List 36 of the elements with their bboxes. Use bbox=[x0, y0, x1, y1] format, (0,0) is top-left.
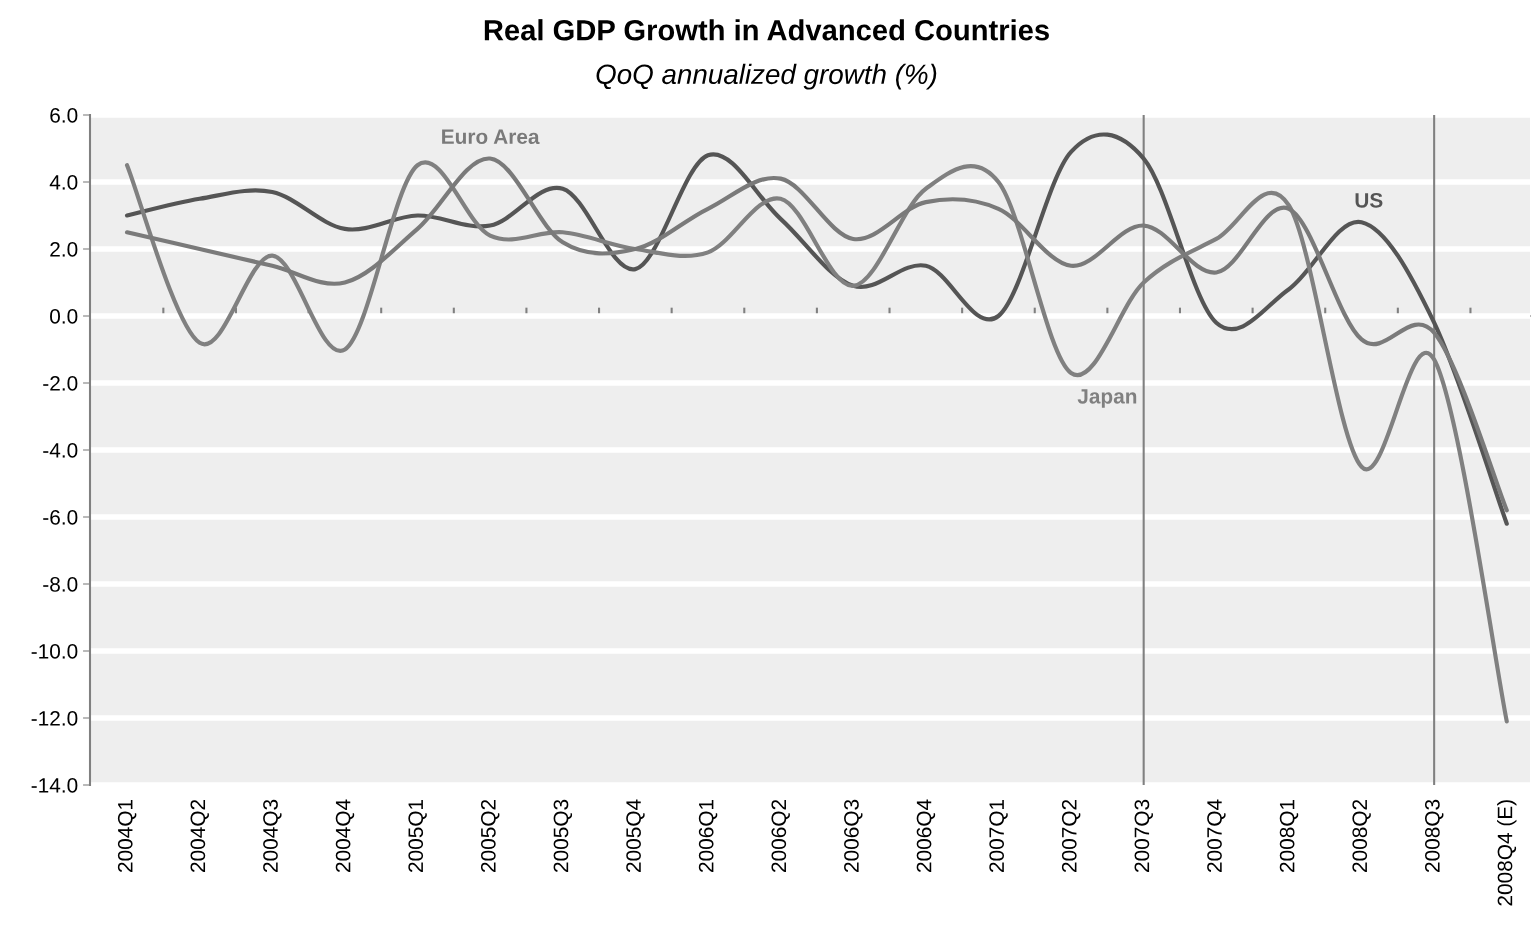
x-tick-label: 2008Q1 bbox=[1279, 799, 1299, 872]
x-tick-label: 2004Q4 bbox=[335, 799, 355, 872]
series-label: US bbox=[1355, 192, 1383, 208]
x-tick-label: 2007Q1 bbox=[989, 799, 1008, 872]
series-label: Japan bbox=[1077, 389, 1137, 408]
y-tick-label: -12.0 bbox=[31, 711, 78, 726]
x-tick-label: 2006Q2 bbox=[771, 799, 790, 872]
y-tick-label: -10.0 bbox=[31, 644, 78, 659]
chart-subtitle: QoQ annualized growth (%) bbox=[596, 63, 937, 90]
y-tick-label: 6.0 bbox=[50, 108, 78, 123]
x-tick-label: 2004Q2 bbox=[190, 799, 209, 872]
y-tick-label: -2.0 bbox=[43, 376, 78, 391]
x-tick-label: 2007Q2 bbox=[1061, 799, 1081, 872]
y-tick-label: -4.0 bbox=[43, 443, 78, 458]
x-tick-label: 2008Q3 bbox=[1424, 799, 1444, 872]
y-tick-label: 0.0 bbox=[50, 309, 78, 324]
x-tick-label: 2004Q1 bbox=[117, 799, 137, 872]
y-tick-label: 4.0 bbox=[49, 175, 78, 190]
y-tick-label: -14.0 bbox=[31, 778, 78, 793]
x-tick-label: 2005Q4 bbox=[626, 799, 645, 872]
y-tick-label: -6.0 bbox=[43, 510, 78, 525]
x-tick-label: 2005Q1 bbox=[408, 799, 427, 872]
x-tick-label: 2006Q3 bbox=[844, 799, 863, 872]
x-tick-label: 2008Q4 (E) bbox=[1497, 800, 1517, 906]
x-tick-label: 2006Q4 bbox=[916, 799, 936, 872]
x-tick-label: 2006Q1 bbox=[698, 799, 718, 872]
y-tick-label: -8.0 bbox=[43, 577, 78, 592]
x-tick-label: 2007Q3 bbox=[1134, 799, 1153, 872]
x-tick-label: 2004Q3 bbox=[263, 799, 282, 872]
x-tick-label: 2008Q2 bbox=[1352, 799, 1371, 872]
x-tick-label: 2007Q4 bbox=[1207, 799, 1226, 872]
x-tick-label: 2005Q3 bbox=[553, 799, 573, 872]
series-label: Euro Area bbox=[442, 129, 540, 145]
y-tick-label: 2.0 bbox=[50, 242, 78, 257]
chart-title: Real GDP Growth in Advanced Countries bbox=[484, 19, 1049, 41]
x-tick-label: 2005Q2 bbox=[480, 799, 500, 872]
